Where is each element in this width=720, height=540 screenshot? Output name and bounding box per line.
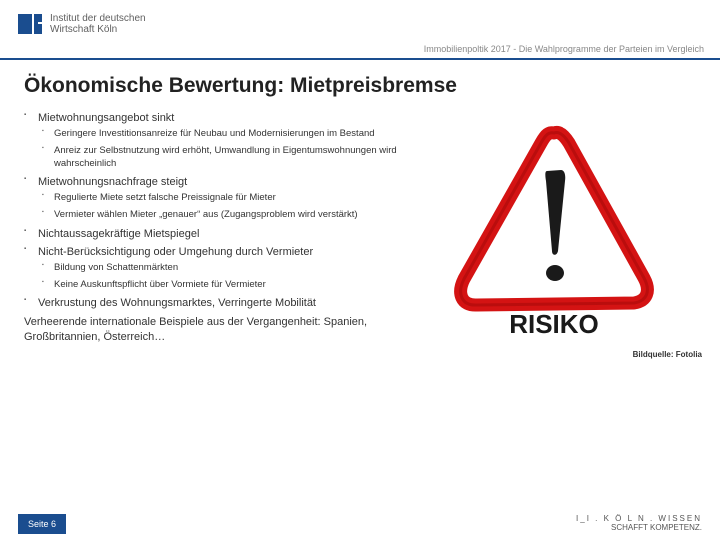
org-line1: Institut der deutschen (50, 13, 146, 24)
page-title: Ökonomische Bewertung: Mietpreisbremse (0, 60, 720, 108)
page-number: Seite 6 (18, 514, 66, 534)
image-column: RISIKO (405, 112, 704, 344)
list-item-text: Mietwohnungsnachfrage steigt (38, 176, 187, 188)
sub-list-item: Vermieter wählen Mieter „genauer“ aus (Z… (38, 209, 405, 221)
svg-text:RISIKO: RISIKO (510, 309, 600, 339)
text-column: Mietwohnungsangebot sinkt Geringere Inves… (24, 112, 405, 344)
sub-list-item: Keine Auskunftspflicht über Vormiete für… (38, 279, 405, 291)
sub-list-item: Regulierte Miete setzt falsche Preissign… (38, 192, 405, 204)
org-line2: Wirtschaft Köln (50, 24, 146, 35)
image-credit: Bildquelle: Fotolia (0, 344, 720, 359)
list-item: Nichtaussagekräftige Mietspiegel (24, 228, 405, 240)
sub-list-item: Anreiz zur Selbstnutzung wird erhöht, Um… (38, 145, 405, 170)
risk-sign-image: RISIKO (449, 123, 659, 343)
footer-brand: I_I . K Ö L N . WISSEN SCHAFFT KOMPETENZ… (576, 515, 702, 533)
list-item: Nicht-Berücksichtigung oder Umgehung dur… (24, 246, 405, 292)
list-item-text: Nichtaussagekräftige Mietspiegel (38, 228, 199, 240)
list-item-text: Mietwohnungsangebot sinkt (38, 112, 174, 124)
list-item: Verkrustung des Wohnungsmarktes, Verring… (24, 297, 405, 309)
bullet-list: Mietwohnungsangebot sinkt Geringere Inves… (24, 112, 405, 309)
logo-icon (16, 10, 44, 38)
sub-list: Regulierte Miete setzt falsche Preissign… (38, 192, 405, 222)
brand-line2: SCHAFFT KOMPETENZ. (576, 524, 702, 533)
org-name: Institut der deutschen Wirtschaft Köln (50, 13, 146, 35)
sub-list-item: Bildung von Schattenmärkten (38, 262, 405, 274)
list-item-text: Verkrustung des Wohnungsmarktes, Verring… (38, 297, 316, 309)
footer: Seite 6 I_I . K Ö L N . WISSEN SCHAFFT K… (0, 508, 720, 540)
closing-text: Verheerende internationale Beispiele aus… (24, 315, 405, 344)
header: Institut der deutschen Wirtschaft Köln (0, 0, 720, 44)
list-item: Mietwohnungsangebot sinkt Geringere Inves… (24, 112, 405, 170)
sub-list-item: Geringere Investitionsanreize für Neubau… (38, 128, 405, 140)
sub-list: Bildung von Schattenmärkten Keine Auskunf… (38, 262, 405, 292)
list-item-text: Nicht-Berücksichtigung oder Umgehung dur… (38, 246, 313, 258)
subtitle: Immobilienpoltik 2017 - Die Wahlprogramm… (0, 44, 720, 60)
content: Mietwohnungsangebot sinkt Geringere Inves… (0, 108, 720, 344)
sub-list: Geringere Investitionsanreize für Neubau… (38, 128, 405, 170)
list-item: Mietwohnungsnachfrage steigt Regulierte M… (24, 176, 405, 222)
org-logo: Institut der deutschen Wirtschaft Köln (16, 10, 146, 38)
